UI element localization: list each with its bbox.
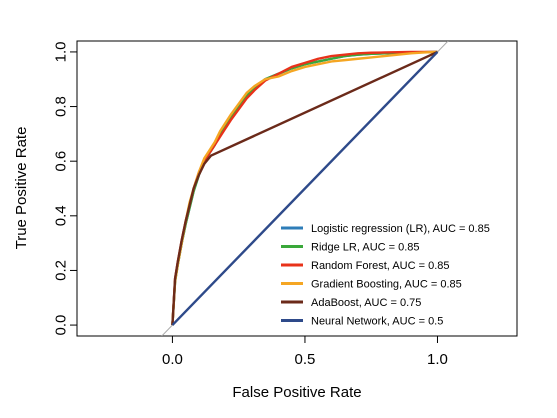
legend-label-2: Random Forest, AUC = 0.85 (311, 260, 449, 272)
y-tick-label: 1.0 (53, 41, 70, 62)
legend: Logistic regression (LR), AUC = 0.85 Ridg… (281, 223, 490, 328)
x-tick-label: 1.0 (427, 351, 448, 368)
plot-area-frame (76, 40, 518, 337)
series-line-4 (171, 50, 438, 326)
y-tick-label: 0.2 (53, 260, 70, 281)
legend-label-5: Neural Network, AUC = 0.5 (311, 316, 443, 328)
y-tick-label: 0.0 (53, 315, 70, 336)
x-tick-label: 0.5 (295, 351, 316, 368)
x-axis-label: False Positive Rate (232, 384, 361, 401)
legend-label-4: AdaBoost, AUC = 0.75 (311, 297, 421, 309)
y-tick-label: 0.4 (53, 205, 70, 226)
legend-label-1: Ridge LR, AUC = 0.85 (311, 242, 420, 254)
y-axis-label: True Positive Rate (13, 127, 30, 250)
legend-label-3: Gradient Boosting, AUC = 0.85 (311, 279, 462, 291)
series-line-5 (171, 51, 439, 326)
y-tick-label: 0.6 (53, 151, 70, 172)
legend-label-0: Logistic regression (LR), AUC = 0.85 (311, 223, 490, 235)
y-tick-label: 0.8 (53, 96, 70, 117)
x-tick-label: 0.0 (162, 351, 183, 368)
